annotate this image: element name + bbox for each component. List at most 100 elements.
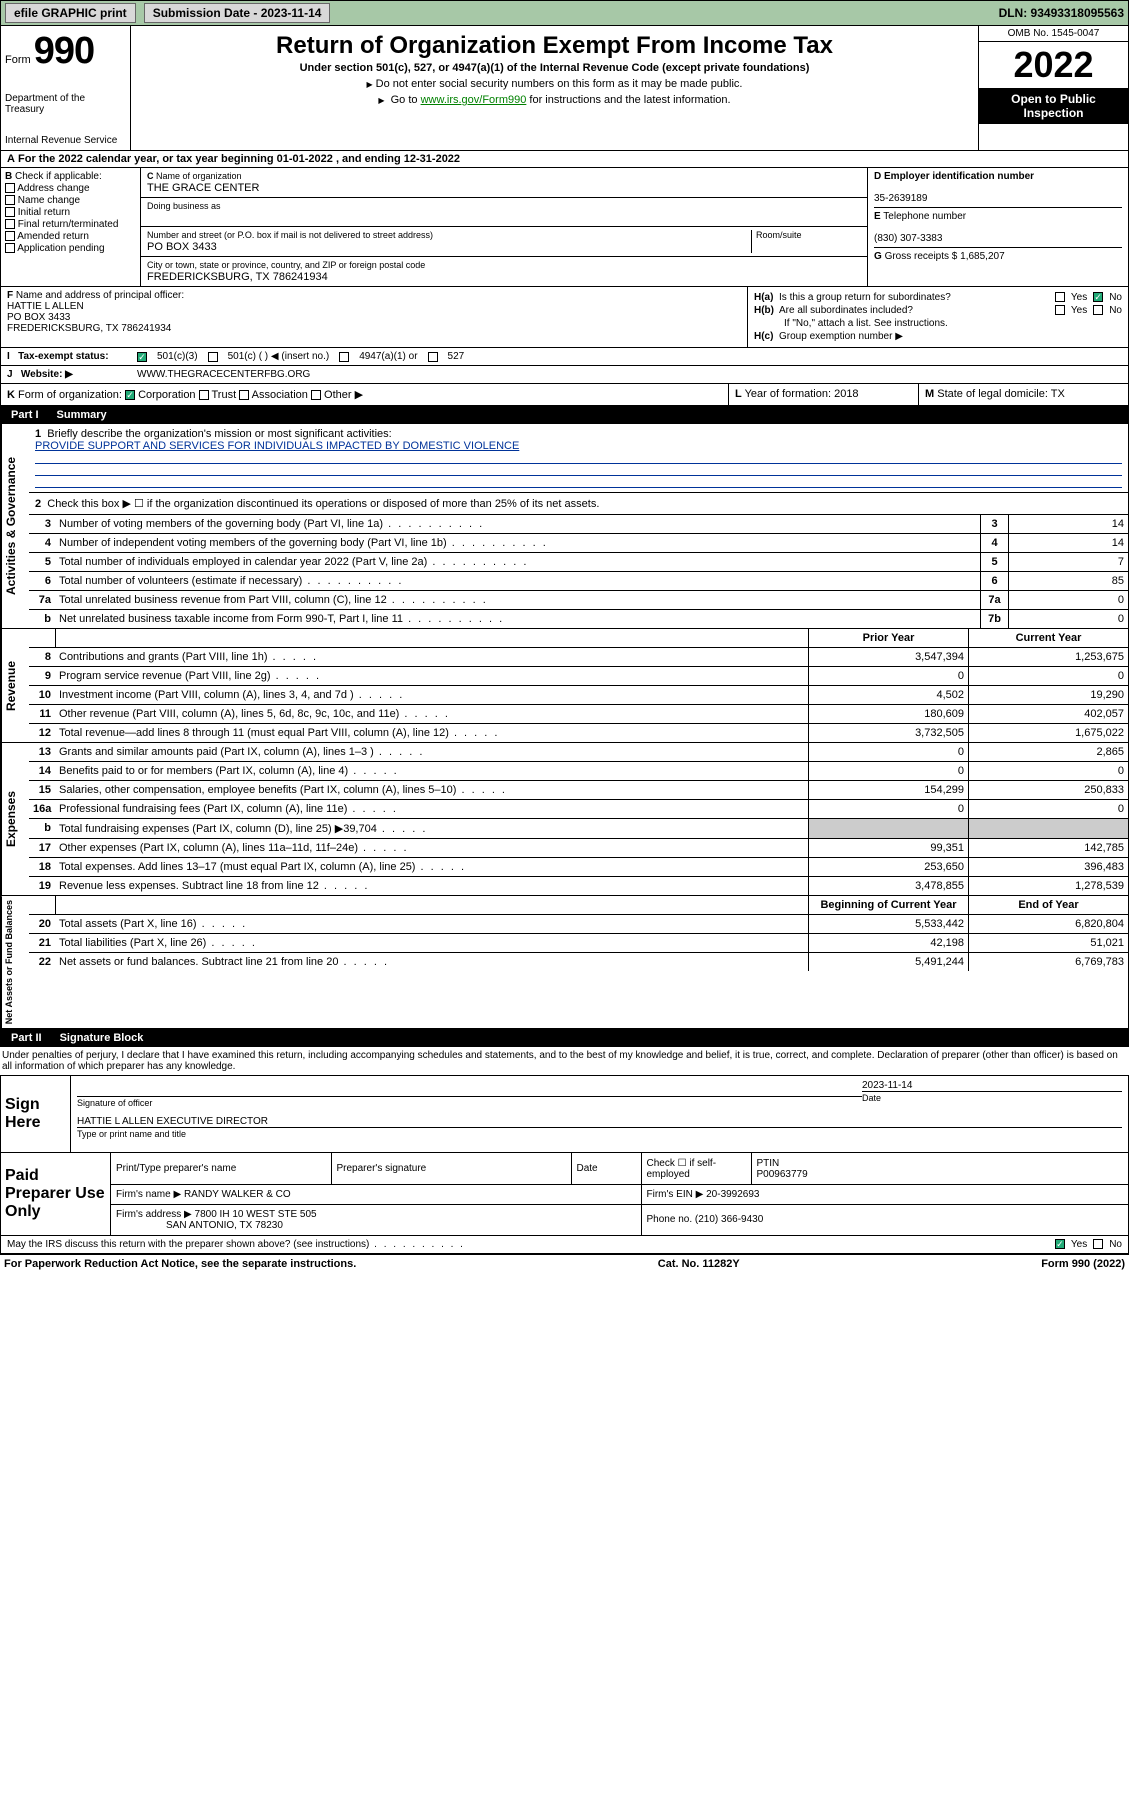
fin-row-18: 18 Total expenses. Add lines 13–17 (must… [29, 858, 1128, 877]
discuss-yes[interactable] [1055, 1239, 1065, 1249]
irs-link[interactable]: www.irs.gov/Form990 [421, 94, 527, 106]
footer-left: For Paperwork Reduction Act Notice, see … [4, 1258, 356, 1270]
f-letter: F [7, 290, 13, 301]
omb-number: OMB No. 1545-0047 [979, 26, 1128, 42]
part1-title: Summary [57, 409, 107, 421]
ptin-lbl: PTIN [757, 1158, 780, 1169]
ha-yes[interactable] [1055, 292, 1065, 302]
e-letter: E [874, 211, 881, 222]
opt-address: Address change [17, 183, 89, 194]
hb-yes[interactable] [1055, 305, 1065, 315]
k-lbl: Form of organization: [18, 389, 122, 401]
gross-lbl: Gross receipts $ [885, 251, 958, 262]
opt-initial: Initial return [18, 207, 70, 218]
efile-button[interactable]: efile GRAPHIC print [5, 3, 136, 23]
opt-corp: Corporation [138, 389, 195, 401]
side-activities: Activities & Governance [1, 424, 29, 628]
section-i: I Tax-exempt status: 501(c)(3) 501(c) ( … [0, 348, 1129, 366]
j-letter: J [7, 369, 13, 380]
opt-other: Other ▶ [324, 389, 363, 401]
ha-no[interactable] [1093, 292, 1103, 302]
fin-row-13: 13 Grants and similar amounts paid (Part… [29, 743, 1128, 762]
officer-addr1: PO BOX 3433 [7, 312, 70, 323]
fin-row-22: 22 Net assets or fund balances. Subtract… [29, 953, 1128, 971]
signature-block: Sign Here Signature of officer 2023-11-1… [0, 1075, 1129, 1153]
hb-lbl: H(b) [754, 305, 774, 316]
side-net: Net Assets or Fund Balances [1, 896, 29, 1028]
section-c: C Name of organization THE GRACE CENTER … [141, 168, 868, 287]
expenses-section: Expenses 13 Grants and similar amounts p… [0, 743, 1129, 896]
opt-4947: 4947(a)(1) or [359, 351, 417, 362]
fin-row-17: 17 Other expenses (Part IX, column (A), … [29, 839, 1128, 858]
submission-date-button[interactable]: Submission Date - 2023-11-14 [144, 3, 331, 23]
mission-text: PROVIDE SUPPORT AND SERVICES FOR INDIVID… [35, 440, 519, 452]
firm-lbl: Firm's name ▶ [116, 1189, 181, 1200]
footer-right: Form 990 (2022) [1041, 1258, 1125, 1270]
part2-header: Part II Signature Block [0, 1029, 1129, 1047]
gov-line-7a: 7a Total unrelated business revenue from… [29, 591, 1128, 610]
chk-final[interactable]: Final return/terminated [5, 219, 136, 230]
col-current: Current Year [968, 629, 1128, 647]
tel-lbl: Telephone number [883, 211, 966, 222]
fin-row-19: 19 Revenue less expenses. Subtract line … [29, 877, 1128, 895]
subtitle-2: Do not enter social security numbers on … [137, 78, 972, 90]
opt-final: Final return/terminated [18, 219, 119, 230]
section-bcd: B Check if applicable: Address change Na… [0, 168, 1129, 287]
k-letter: K [7, 389, 15, 401]
section-a-text: For the 2022 calendar year, or tax year … [18, 153, 460, 165]
side-expenses: Expenses [1, 743, 29, 895]
form-title: Return of Organization Exempt From Incom… [137, 32, 972, 60]
section-klm: K Form of organization: Corporation Trus… [0, 384, 1129, 406]
hc-lbl: H(c) [754, 331, 773, 342]
section-h: H(a) Is this a group return for subordin… [748, 287, 1128, 347]
ha-text: Is this a group return for subordinates? [779, 292, 951, 303]
gov-line-4: 4 Number of independent voting members o… [29, 534, 1128, 553]
name-lbl: Name of organization [156, 171, 242, 181]
j-lbl: Website: ▶ [21, 369, 73, 380]
irs-label: Internal Revenue Service [5, 135, 126, 146]
b-label: Check if applicable: [15, 171, 102, 182]
chk-501c3[interactable] [137, 352, 147, 362]
col-prior: Prior Year [808, 629, 968, 647]
fin-row-16a: 16a Professional fundraising fees (Part … [29, 800, 1128, 819]
chk-527[interactable] [428, 352, 438, 362]
discuss-no[interactable] [1093, 1239, 1103, 1249]
chk-4947[interactable] [339, 352, 349, 362]
room-lbl: Room/suite [756, 230, 802, 240]
form-id-cell: Form 990 Department of the Treasury Inte… [1, 26, 131, 150]
opt-501c3: 501(c)(3) [157, 351, 198, 362]
chk-pending[interactable]: Application pending [5, 243, 136, 254]
chk-address-change[interactable]: Address change [5, 183, 136, 194]
discuss-yes-lbl: Yes [1071, 1239, 1087, 1250]
officer-name: HATTIE L ALLEN [7, 301, 84, 312]
c-letter: C [147, 171, 154, 181]
chk-name-change[interactable]: Name change [5, 195, 136, 206]
part1-header: Part I Summary [0, 406, 1129, 424]
hb-no[interactable] [1093, 305, 1103, 315]
ha-lbl: H(a) [754, 292, 773, 303]
section-f: F Name and address of principal officer:… [1, 287, 748, 347]
m-letter: M [925, 388, 934, 400]
chk-corp[interactable] [125, 390, 135, 400]
chk-initial[interactable]: Initial return [5, 207, 136, 218]
section-j: J Website: ▶ WWW.THEGRACECENTERFBG.ORG [0, 366, 1129, 384]
fin-row-20: 20 Total assets (Part X, line 16) 5,533,… [29, 915, 1128, 934]
preparer-label: Paid Preparer Use Only [1, 1153, 111, 1235]
net-header: Beginning of Current Year End of Year [29, 896, 1128, 915]
chk-assoc[interactable] [239, 390, 249, 400]
firm-ein-lbl: Firm's EIN ▶ [647, 1189, 704, 1200]
org-address: PO BOX 3433 [147, 241, 217, 253]
chk-501c[interactable] [208, 352, 218, 362]
d-letter: D [874, 171, 881, 182]
top-bar: efile GRAPHIC print Submission Date - 20… [0, 0, 1129, 26]
sign-here-label: Sign Here [1, 1076, 71, 1152]
line-1-mission: 1 Briefly describe the organization's mi… [29, 424, 1128, 493]
discuss-row: May the IRS discuss this return with the… [0, 1236, 1129, 1254]
section-fh: F Name and address of principal officer:… [0, 287, 1129, 348]
chk-amended[interactable]: Amended return [5, 231, 136, 242]
chk-trust[interactable] [199, 390, 209, 400]
chk-other[interactable] [311, 390, 321, 400]
hb-text: Are all subordinates included? [779, 305, 913, 316]
officer-addr2: FREDERICKSBURG, TX 786241934 [7, 323, 171, 334]
prep-self-hdr: Check ☐ if self-employed [641, 1153, 751, 1184]
